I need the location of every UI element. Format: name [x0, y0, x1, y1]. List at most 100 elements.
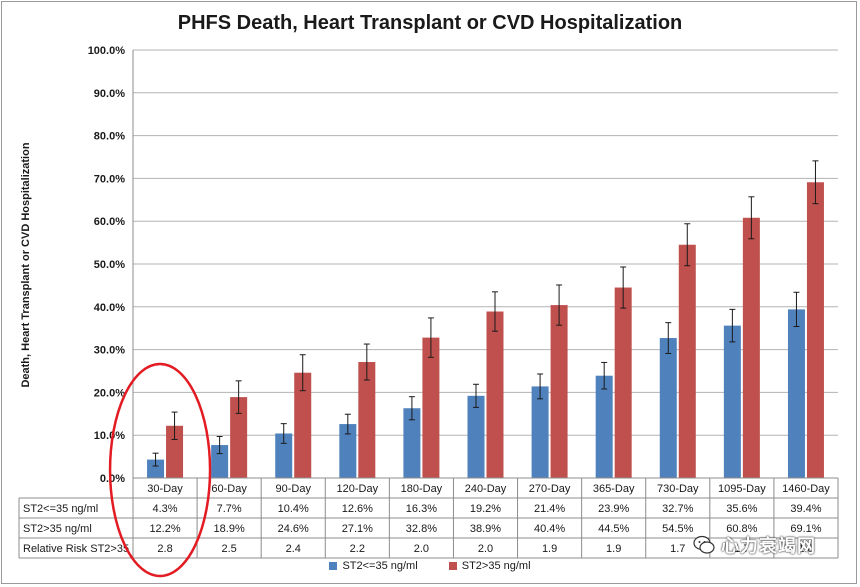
category-label-730-Day: 730-Day — [657, 483, 699, 495]
error-bar-high-90-Day — [299, 354, 306, 392]
category-label-1460-Day: 1460-Day — [782, 483, 830, 495]
error-bar-high-240-Day — [492, 291, 498, 332]
table-cell: 4.3% — [153, 503, 178, 515]
bar-high-1095-Day — [742, 217, 760, 478]
table-cell: 40.4% — [534, 523, 565, 535]
table-cell: 69.1% — [790, 523, 821, 535]
table-row-label: ST2>35 ng/ml — [23, 523, 92, 535]
bar-high-120-Day — [358, 362, 376, 478]
watermark-text: 心力衰竭网 — [721, 536, 816, 556]
error-bar-low-30-Day — [152, 452, 159, 467]
y-tick-label: 60.0% — [94, 216, 125, 228]
bar-low-365-Day — [595, 375, 613, 478]
category-label-90-Day: 90-Day — [275, 483, 311, 495]
table-cell: 1.9 — [606, 543, 621, 555]
y-tick-label: 90.0% — [94, 88, 125, 100]
error-bar-low-730-Day — [665, 322, 672, 354]
category-label-365-Day: 365-Day — [593, 483, 635, 495]
table-cell: 1.8 — [798, 543, 813, 555]
table-cell: 2.2 — [350, 543, 365, 555]
bar-high-270-Day — [550, 305, 568, 478]
table-cell: 54.5% — [662, 523, 693, 535]
category-label-1095-Day: 1095-Day — [718, 483, 766, 495]
y-tick-label: 100.0% — [88, 45, 126, 57]
highlight-ellipse — [108, 362, 212, 578]
error-bar-low-240-Day — [473, 383, 479, 408]
error-bar-high-1460-Day — [812, 160, 819, 205]
table-cell: 2.0 — [478, 543, 493, 555]
bar-high-1460-Day — [806, 182, 824, 478]
bar-low-730-Day — [659, 338, 677, 478]
table-cell: 10.4% — [278, 503, 309, 515]
bar-low-180-Day — [403, 408, 421, 478]
table-cell: 12.6% — [342, 503, 373, 515]
table-cell: 2.8 — [157, 543, 172, 555]
error-bar-high-180-Day — [427, 317, 434, 358]
table-cell: 24.6% — [278, 523, 309, 535]
bar-low-1095-Day — [723, 325, 741, 478]
table-cell: 23.9% — [598, 503, 629, 515]
table-cell: 21.4% — [534, 503, 565, 515]
legend-label-series-1: ST2<=35 ng/ml — [342, 560, 418, 572]
error-bar-high-730-Day — [684, 223, 691, 267]
table-cell: 2.0 — [414, 543, 429, 555]
legend-item-series-1: ST2<=35 ng/ml — [329, 560, 418, 572]
table-cell: 7.7% — [217, 503, 242, 515]
category-label-30-Day: 30-Day — [147, 483, 183, 495]
legend-swatch-series-1 — [329, 562, 338, 570]
bar-high-240-Day — [486, 311, 504, 478]
error-bar-low-90-Day — [280, 423, 287, 444]
bar-low-120-Day — [339, 424, 357, 478]
y-tick-label: 40.0% — [94, 302, 125, 314]
category-label-270-Day: 270-Day — [529, 483, 571, 495]
error-bar-high-270-Day — [556, 284, 563, 326]
bar-high-90-Day — [294, 372, 312, 478]
y-tick-label: 10.0% — [94, 430, 125, 442]
bar-high-30-Day — [166, 425, 184, 478]
table-cell: 35.6% — [726, 503, 757, 515]
table-cell: 2.5 — [221, 543, 236, 555]
error-bar-low-1460-Day — [793, 291, 800, 327]
y-tick-label: 20.0% — [94, 387, 125, 399]
bar-high-60-Day — [230, 397, 248, 478]
table-cell: 16.3% — [406, 503, 437, 515]
table-cell: 1.9 — [542, 543, 557, 555]
table-cell: 18.9% — [214, 523, 245, 535]
bar-low-1460-Day — [787, 309, 805, 478]
table-cell: 2.4 — [286, 543, 301, 555]
bar-low-90-Day — [275, 433, 293, 478]
bar-low-30-Day — [147, 459, 165, 478]
y-tick-label: 70.0% — [94, 173, 125, 185]
bar-high-180-Day — [422, 337, 440, 478]
watermark: 心力衰竭网 — [693, 532, 816, 558]
error-bar-low-270-Day — [537, 373, 544, 400]
legend: ST2<=35 ng/ml ST2>35 ng/ml — [0, 560, 860, 573]
bar-low-240-Day — [467, 395, 485, 478]
error-bar-low-365-Day — [601, 361, 608, 390]
y-tick-label: 80.0% — [94, 131, 125, 143]
error-bar-high-1095-Day — [748, 196, 755, 240]
error-bar-low-120-Day — [344, 413, 351, 435]
error-bar-high-60-Day — [235, 380, 242, 414]
bar-high-730-Day — [678, 244, 696, 478]
table-cell: 27.1% — [342, 523, 373, 535]
table-row-label: ST2<=35 ng/ml — [23, 503, 98, 515]
legend-item-series-2: ST2>35 ng/ml — [448, 560, 531, 572]
error-bar-low-180-Day — [408, 396, 415, 421]
category-label-120-Day: 120-Day — [337, 483, 379, 495]
table-cell: 1.7 — [670, 543, 685, 555]
error-bar-high-120-Day — [363, 343, 370, 381]
table-cell: 1.7 — [734, 543, 749, 555]
table-cell: 19.2% — [470, 503, 501, 515]
error-bar-low-1095-Day — [729, 308, 736, 343]
table-cell: 12.2% — [149, 523, 180, 535]
legend-label-series-2: ST2>35 ng/ml — [461, 560, 531, 572]
error-bar-low-60-Day — [216, 435, 223, 455]
legend-swatch-series-2 — [448, 562, 457, 570]
bar-low-270-Day — [531, 386, 549, 478]
error-bar-high-30-Day — [171, 411, 178, 440]
y-tick-label: 50.0% — [94, 259, 125, 271]
table-cell: 39.4% — [790, 503, 821, 515]
